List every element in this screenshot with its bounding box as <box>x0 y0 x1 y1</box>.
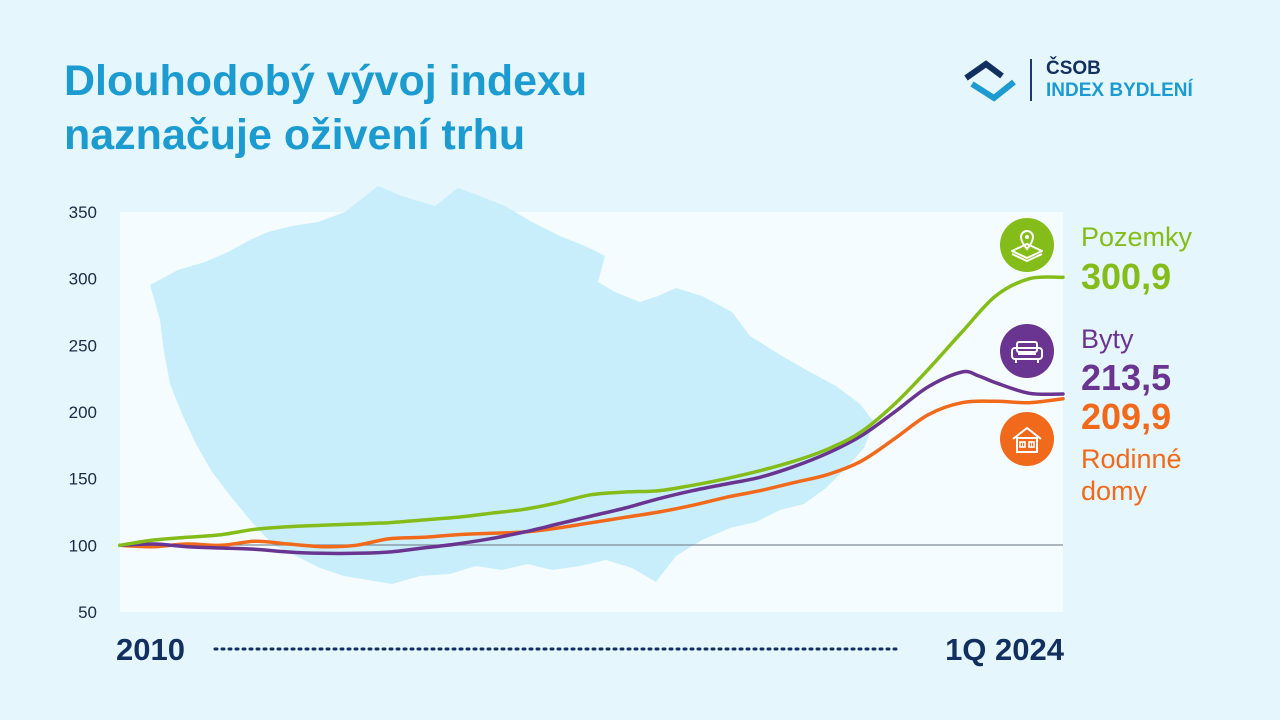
land-plot-location-icon <box>1000 218 1054 272</box>
y-tick-label: 100 <box>69 536 97 555</box>
title-line-2: naznačuje oživení trhu <box>64 111 526 159</box>
x-start-label: 2010 <box>116 632 185 667</box>
x-end-label: 1Q 2024 <box>945 632 1065 667</box>
page-title: Dlouhodobý vývoj indexu naznačuje oživen… <box>64 54 587 162</box>
legend-rodinne-domy-value: 209,9 <box>1081 396 1172 437</box>
csob-house-mark-icon <box>964 60 1016 102</box>
series-line-pozemky <box>118 275 1065 548</box>
sofa-icon <box>1000 324 1054 378</box>
y-axis: 350 300 250 200 150 100 50 <box>69 203 97 622</box>
series-line-byty <box>118 369 1065 556</box>
logo-separator <box>1030 59 1032 101</box>
legend-rodinne-domy-label-1: Rodinné <box>1081 444 1182 474</box>
legend-pozemky-value: 300,9 <box>1081 256 1172 297</box>
logo-product: INDEX BYDLENÍ <box>1046 80 1193 101</box>
legend-rodinne-domy-label-2: domy <box>1081 476 1148 506</box>
y-tick-label: 150 <box>69 470 97 489</box>
house-icon <box>1000 412 1054 466</box>
legend-pozemky-label: Pozemky <box>1081 222 1193 252</box>
y-tick-label: 250 <box>69 336 97 355</box>
legend-byty-label: Byty <box>1081 324 1134 354</box>
y-tick-label: 200 <box>69 403 97 422</box>
logo-text: ČSOB INDEX BYDLENÍ <box>1046 58 1193 102</box>
csob-logo: ČSOB INDEX BYDLENÍ <box>962 56 1193 104</box>
series-line-rodinné-domy <box>118 397 1065 549</box>
title-line-1: Dlouhodobý vývoj indexu <box>64 57 588 105</box>
y-tick-label: 50 <box>78 603 97 622</box>
y-tick-label: 350 <box>69 203 97 222</box>
y-tick-label: 300 <box>69 270 97 289</box>
logo-brand: ČSOB <box>1046 58 1101 79</box>
series-group <box>118 275 1065 556</box>
legend-byty-value: 213,5 <box>1081 357 1172 398</box>
